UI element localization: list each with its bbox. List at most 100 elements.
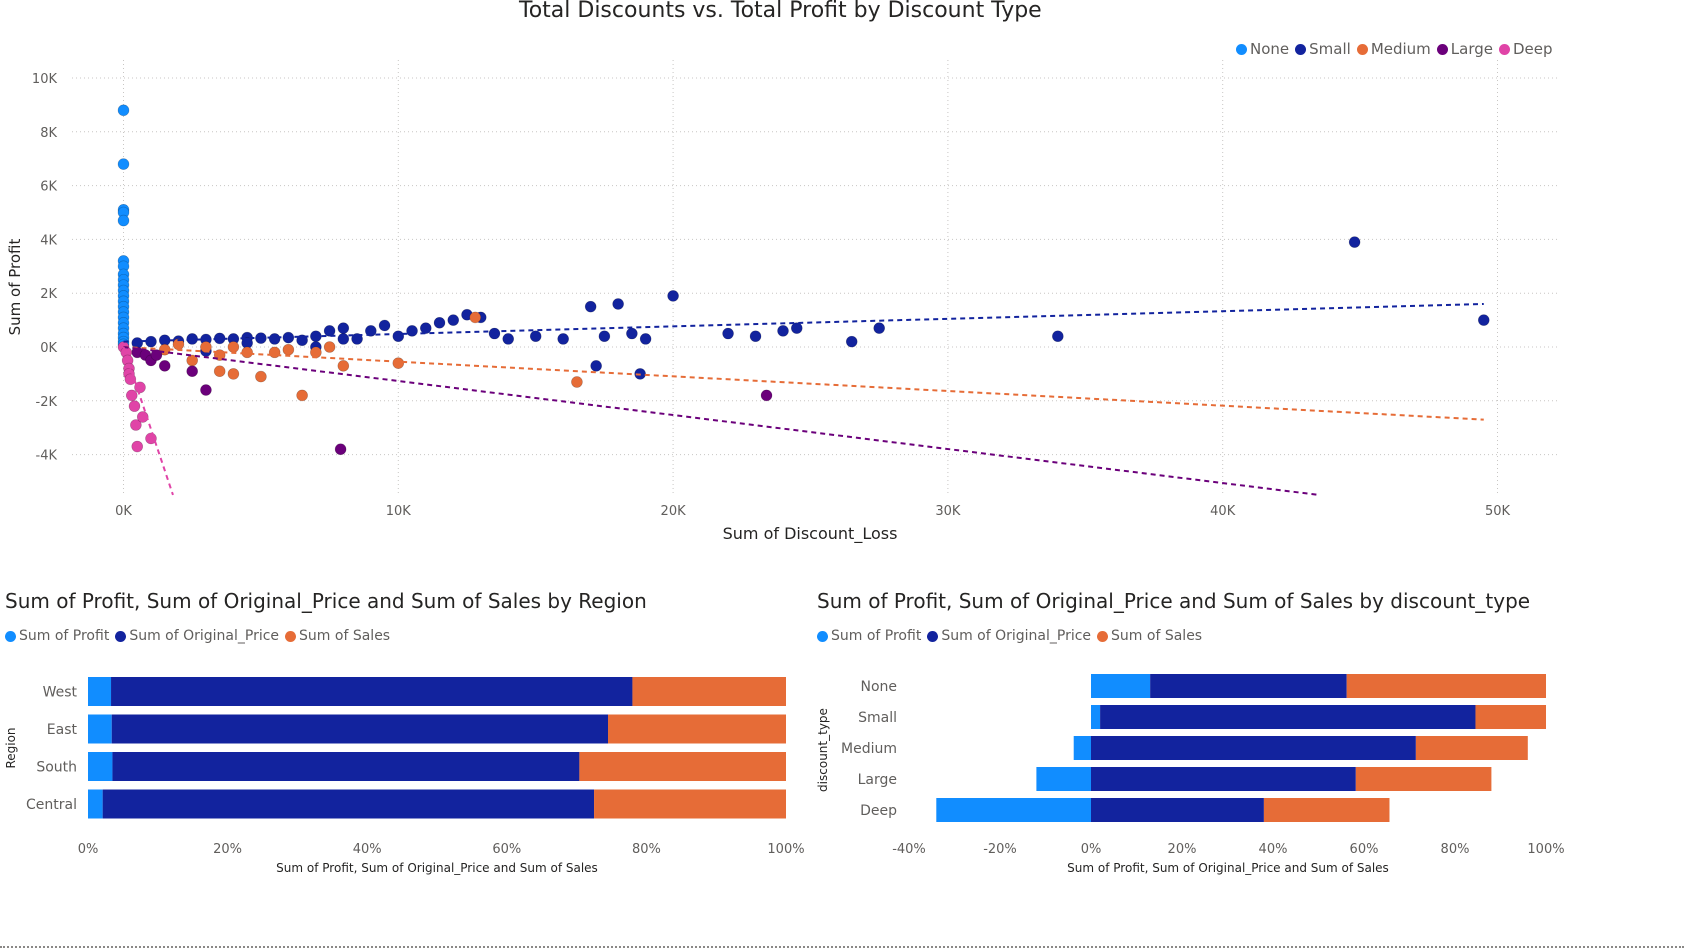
scatter-point bbox=[1052, 330, 1064, 343]
scatter-point bbox=[213, 365, 226, 378]
x-tick-label: 40% bbox=[353, 842, 382, 857]
dtype-legend-item[interactable]: Sum of Profit bbox=[817, 628, 921, 644]
discount-type-bar-chart: discount_type Sum of Profit, Sum of Orig… bbox=[816, 674, 1565, 875]
discount-type-legend[interactable]: Sum of Profit Sum of Original_Price Sum of… bbox=[817, 628, 1208, 644]
region-legend-item[interactable]: Sum of Profit bbox=[5, 628, 109, 644]
scatter-legend[interactable]: None Small Medium Large Deep bbox=[1236, 40, 1559, 58]
region-legend-item[interactable]: Sum of Sales bbox=[285, 628, 390, 644]
scatter-point bbox=[873, 322, 886, 334]
dtype-legend-item[interactable]: Sum of Sales bbox=[1097, 628, 1202, 644]
legend-label: None bbox=[1250, 40, 1290, 58]
bar-segment bbox=[936, 798, 1091, 822]
scatter-point bbox=[337, 322, 350, 334]
bar-segment bbox=[1091, 798, 1264, 822]
x-tick-label: 20% bbox=[1168, 842, 1197, 857]
scatter-point bbox=[255, 370, 267, 383]
scatter-point bbox=[571, 376, 583, 388]
region-x-axis-label: Sum of Profit, Sum of Original_Price and… bbox=[276, 861, 598, 875]
scatter-legend-item[interactable]: Small bbox=[1295, 40, 1351, 58]
legend-marker-icon bbox=[5, 630, 16, 642]
scatter-point bbox=[158, 360, 171, 372]
bar-segment bbox=[1150, 674, 1347, 698]
discount-type-y-axis-label: discount_type bbox=[816, 708, 830, 792]
region-legend-item[interactable]: Sum of Original_Price bbox=[115, 628, 279, 644]
legend-marker-icon bbox=[1436, 43, 1448, 55]
scatter-point bbox=[125, 389, 138, 402]
scatter-point bbox=[419, 322, 432, 334]
legend-marker-icon bbox=[1295, 43, 1307, 55]
x-tick-label: 100% bbox=[767, 842, 804, 857]
scatter-point bbox=[488, 327, 501, 340]
scatter-point bbox=[1477, 314, 1490, 326]
scatter-point bbox=[337, 360, 350, 372]
scatter-point bbox=[667, 290, 679, 302]
x-tick-label: 20K bbox=[661, 504, 687, 519]
legend-label: Small bbox=[1309, 40, 1351, 58]
x-tick-label: -40% bbox=[892, 842, 926, 857]
bar-segment bbox=[112, 752, 580, 781]
scatter-legend-item[interactable]: Large bbox=[1436, 40, 1493, 58]
bar-segment bbox=[88, 789, 103, 819]
legend-marker-icon bbox=[817, 630, 828, 642]
bar-segment bbox=[88, 677, 112, 706]
region-y-axis-label: Region bbox=[4, 727, 18, 768]
scatter-point bbox=[186, 365, 198, 378]
scatter-plot: Sum of Profit Sum of Discount_Loss -4K -2… bbox=[6, 60, 1560, 544]
bar-segment bbox=[579, 752, 786, 781]
scatter-point bbox=[749, 330, 762, 343]
x-tick-label: 60% bbox=[492, 842, 521, 857]
category-label: South bbox=[36, 760, 77, 776]
x-tick-label: 0% bbox=[78, 842, 99, 857]
region-bar-chart: Region Sum of Profit, Sum of Original_Pr… bbox=[4, 677, 805, 875]
region-legend[interactable]: Sum of Profit Sum of Original_Price Sum of… bbox=[5, 628, 396, 644]
scatter-point bbox=[282, 343, 295, 356]
x-tick-label: 40K bbox=[1210, 504, 1236, 519]
scatter-point bbox=[378, 319, 391, 332]
scatter-point bbox=[845, 335, 858, 348]
legend-marker-icon bbox=[1097, 630, 1109, 642]
x-tick-label: 80% bbox=[1441, 842, 1470, 857]
scatter-legend-item[interactable]: Medium bbox=[1356, 40, 1431, 58]
category-label: East bbox=[47, 722, 78, 738]
bar-segment bbox=[1355, 767, 1492, 791]
category-label: Central bbox=[26, 797, 77, 813]
category-label: None bbox=[860, 679, 897, 695]
scatter-point bbox=[584, 300, 597, 313]
x-tick-label: -20% bbox=[983, 842, 1017, 857]
legend-label: Sum of Original_Price bbox=[941, 628, 1092, 644]
scatter-x-axis-label: Sum of Discount_Loss bbox=[723, 524, 898, 544]
scatter-point bbox=[241, 346, 253, 359]
legend-marker-icon bbox=[115, 630, 127, 642]
bar-segment bbox=[1036, 767, 1091, 791]
category-label: West bbox=[43, 685, 78, 701]
bar-segment bbox=[594, 789, 786, 819]
bar-segment bbox=[102, 789, 595, 819]
scatter-point bbox=[131, 440, 144, 453]
bar-segment bbox=[1263, 798, 1390, 822]
scatter-chart-title: Total Discounts vs. Total Profit by Disc… bbox=[519, 0, 1042, 23]
bar-segment bbox=[1091, 705, 1101, 729]
scatter-point bbox=[351, 333, 363, 345]
scatter-legend-item[interactable]: None bbox=[1236, 40, 1289, 58]
trend-line-deep bbox=[122, 346, 174, 496]
legend-marker-icon bbox=[1356, 43, 1368, 55]
category-label: Small bbox=[858, 710, 897, 726]
category-label: Deep bbox=[860, 803, 897, 819]
scatter-legend-item[interactable]: Deep bbox=[1499, 40, 1553, 58]
scatter-point bbox=[469, 311, 482, 324]
x-tick-label: 50K bbox=[1485, 504, 1511, 519]
scatter-point bbox=[200, 384, 212, 396]
legend-marker-icon bbox=[285, 630, 297, 642]
scatter-point bbox=[639, 333, 652, 345]
legend-label: Medium bbox=[1370, 40, 1431, 58]
dtype-legend-item[interactable]: Sum of Original_Price bbox=[927, 628, 1091, 644]
x-tick-label: 40% bbox=[1259, 842, 1288, 857]
bar-segment bbox=[608, 714, 786, 744]
scatter-point bbox=[117, 158, 130, 170]
scatter-point bbox=[227, 368, 240, 380]
scatter-point bbox=[529, 330, 542, 343]
scatter-point bbox=[392, 357, 405, 369]
legend-label: Deep bbox=[1513, 40, 1553, 58]
scatter-point bbox=[433, 316, 446, 329]
scatter-point bbox=[128, 400, 141, 412]
